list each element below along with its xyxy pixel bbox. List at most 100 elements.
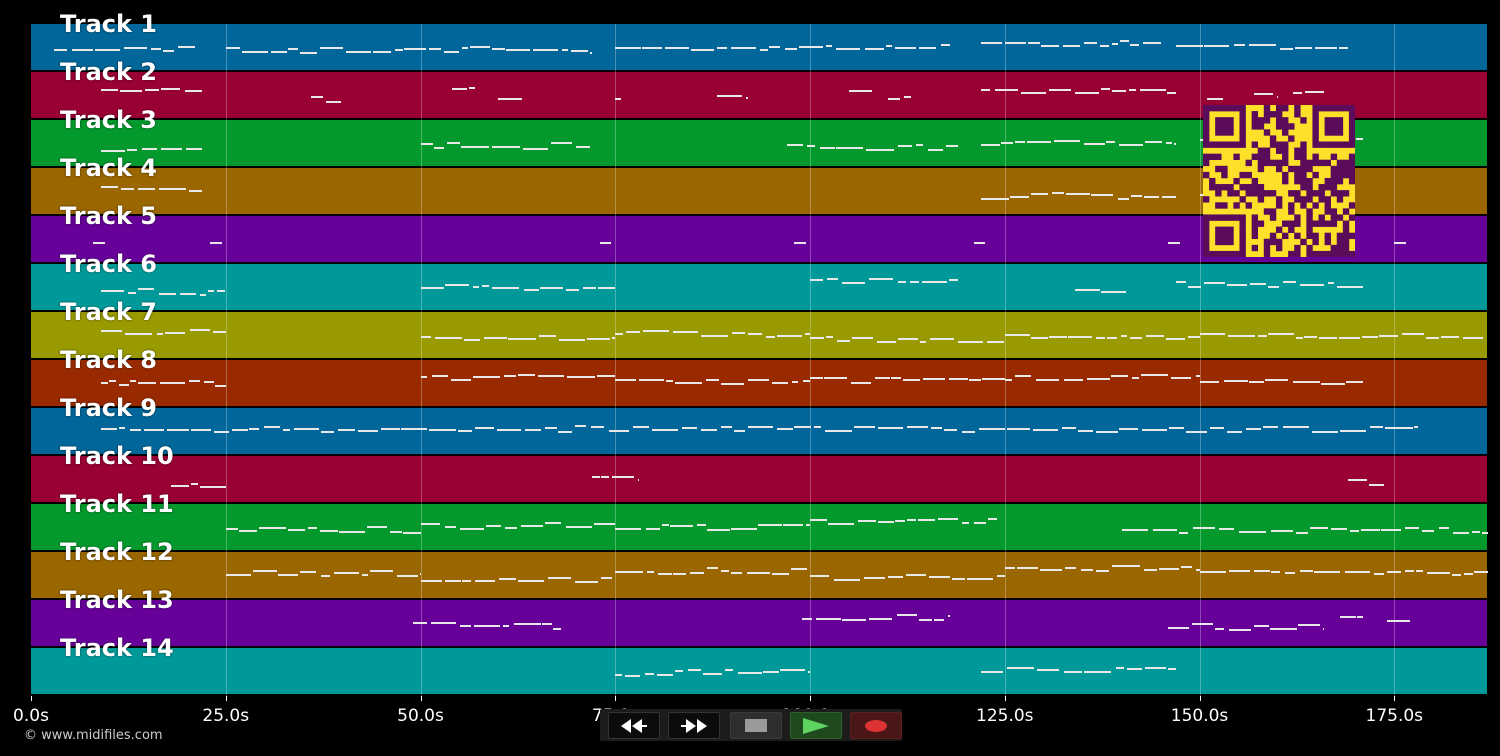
note [639,378,665,381]
note [551,142,573,145]
track-lane-13[interactable] [31,600,1487,648]
note [1304,91,1325,94]
note [810,574,830,577]
note [896,614,918,617]
note [1258,335,1267,338]
note [101,186,118,189]
note [1203,281,1226,284]
note [1295,531,1309,534]
note [518,580,545,583]
note [1298,623,1320,626]
note [538,375,565,378]
note [565,526,593,529]
note [188,379,201,382]
note [1167,667,1177,670]
note [1178,531,1189,534]
note [130,379,137,382]
note [464,339,480,342]
track-lane-12[interactable] [31,552,1487,600]
note [1152,528,1177,531]
note [1142,428,1168,431]
note [1438,527,1450,530]
note [591,475,600,478]
note [431,375,449,378]
note [326,101,341,104]
note [320,430,334,433]
note [597,375,616,378]
note [1090,193,1114,196]
note [927,149,943,152]
note [1279,47,1293,50]
note [806,144,816,147]
note [1300,283,1325,286]
note [895,47,916,50]
note [271,50,287,53]
note [559,339,586,342]
track-lane-6[interactable] [31,264,1487,312]
note [185,90,203,93]
note [1165,141,1173,144]
fast-forward-button[interactable] [668,712,720,739]
note [930,426,942,429]
note [420,522,440,525]
note [1084,142,1106,145]
note [190,329,211,332]
note [544,427,557,430]
note [802,617,813,620]
note [746,572,771,574]
note [706,378,720,381]
note [461,47,469,50]
stop-button[interactable] [730,712,782,739]
track-label: Track 10 [60,442,174,470]
note [1176,281,1186,284]
note [429,48,441,51]
track-lane-10[interactable] [31,456,1487,504]
note [1180,566,1192,569]
note [1344,570,1371,573]
note [481,284,490,287]
track-lane-9[interactable] [31,408,1487,456]
note [876,341,896,344]
note [1031,337,1048,340]
note [599,242,612,244]
note [973,242,986,244]
record-button[interactable] [850,712,902,739]
note [825,45,832,48]
axis-tick-label: 0.0s [13,706,49,726]
note [748,378,769,381]
note [934,619,945,622]
note [1111,565,1140,568]
note [469,45,491,48]
note [520,525,544,528]
note [810,279,824,282]
note [420,335,431,338]
note [204,381,214,384]
track-lane-8[interactable] [31,360,1487,408]
notes-layer [31,24,1488,696]
note [824,429,852,432]
note [701,334,729,337]
note [869,617,892,620]
note [1203,44,1230,47]
note [570,49,589,52]
note [1004,566,1015,569]
rewind-button[interactable] [608,712,660,739]
note [647,571,654,574]
note [1016,567,1039,570]
note [1095,430,1118,433]
note [1131,376,1140,379]
track-label: Track 5 [60,202,158,230]
track-lane-1[interactable] [31,24,1487,72]
note [857,519,876,522]
note [561,49,569,52]
note [1381,528,1402,531]
note [1041,45,1059,48]
note [1028,41,1040,44]
note [791,567,808,570]
note [1118,197,1129,200]
play-button[interactable] [790,712,842,739]
note [420,287,444,290]
note [1313,570,1341,573]
note [457,430,472,433]
transport-controls [600,709,902,741]
